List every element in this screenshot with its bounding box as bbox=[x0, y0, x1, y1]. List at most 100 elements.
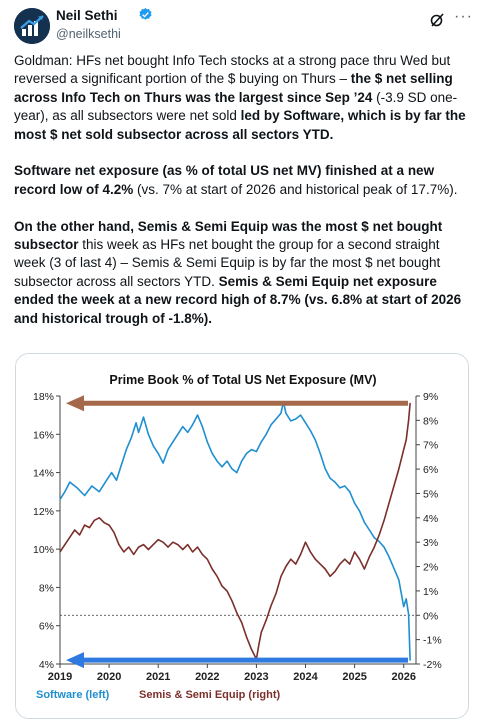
more-options-icon[interactable]: ··· bbox=[454, 8, 473, 25]
series-0-point-20 bbox=[167, 449, 169, 451]
series-1-point-21 bbox=[162, 541, 164, 543]
series-0-point-45 bbox=[285, 412, 287, 414]
right-tick-label: 5% bbox=[423, 488, 438, 500]
series-0-point-43 bbox=[280, 412, 282, 414]
series-1-point-22 bbox=[167, 546, 169, 548]
author-name[interactable]: Neil Sethi bbox=[56, 8, 118, 23]
series-1-point-72 bbox=[405, 439, 407, 441]
series-1-point-70 bbox=[398, 468, 400, 470]
series-0-point-62 bbox=[368, 529, 370, 531]
left-tick-label: 12% bbox=[33, 506, 54, 518]
series-0-point-59 bbox=[354, 502, 356, 504]
series-0-point-7 bbox=[106, 479, 108, 481]
series-0-point-13 bbox=[135, 422, 137, 424]
series-1-point-8 bbox=[98, 517, 100, 519]
series-0-point-14 bbox=[138, 431, 140, 433]
series-0-point-55 bbox=[334, 481, 336, 483]
left-tick-label: 18% bbox=[33, 391, 54, 403]
right-tick-label: 7% bbox=[423, 440, 438, 452]
series-0-point-51 bbox=[314, 439, 316, 441]
series-1-point-55 bbox=[324, 568, 326, 570]
series-0-point-3 bbox=[76, 487, 78, 489]
author-handle[interactable]: @neilksethi bbox=[56, 27, 121, 41]
x-tick-label: 2023 bbox=[244, 671, 268, 683]
x-tick-label: 2019 bbox=[48, 671, 72, 683]
series-1-point-37 bbox=[241, 622, 243, 624]
series-1-point-6 bbox=[88, 527, 91, 529]
series-1-point-54 bbox=[319, 563, 321, 565]
series-1-point-18 bbox=[147, 548, 149, 551]
chart-image-card[interactable]: Prime Book % of Total US Net Exposure (M… bbox=[15, 353, 469, 719]
series-0-point-19 bbox=[162, 462, 164, 464]
series-1-point-13 bbox=[123, 551, 125, 553]
x-tick-label: 2020 bbox=[97, 671, 121, 683]
series-1-point-51 bbox=[304, 541, 307, 543]
series-1-point-43 bbox=[265, 619, 267, 621]
chart-background bbox=[16, 354, 468, 718]
series-0-point-60 bbox=[358, 510, 361, 512]
left-tick-label: 6% bbox=[39, 621, 54, 633]
series-1-point-45 bbox=[275, 592, 277, 594]
series-0-point-11 bbox=[125, 449, 127, 451]
annotation-arrow-head-0 bbox=[66, 395, 84, 412]
series-0-point-68 bbox=[398, 579, 400, 581]
bold-text-segment-2: Semis & Semi Equip net exposure ended th… bbox=[14, 273, 462, 326]
annotation-arrow-head-1 bbox=[66, 652, 84, 669]
right-tick-label: -1% bbox=[423, 635, 442, 647]
series-0-point-30 bbox=[216, 460, 218, 462]
chart-title: Prime Book % of Total US Net Exposure (M… bbox=[109, 373, 376, 387]
series-0-point-29 bbox=[211, 452, 213, 454]
series-1-point-15 bbox=[133, 553, 135, 555]
series-1-point-4 bbox=[79, 534, 81, 536]
series-1-point-1 bbox=[64, 544, 66, 546]
tweet-paragraph-1: Goldman: HFs net bought Info Tech stocks… bbox=[14, 52, 468, 144]
series-1-point-60 bbox=[349, 563, 351, 565]
series-0-point-21 bbox=[172, 441, 174, 443]
series-0-point-57 bbox=[344, 485, 346, 487]
series-1-point-35 bbox=[231, 600, 233, 602]
series-1-point-58 bbox=[339, 563, 341, 565]
series-0-point-1 bbox=[64, 491, 66, 493]
series-1-point-32 bbox=[216, 575, 218, 577]
series-1-point-61 bbox=[354, 551, 356, 553]
series-1-point-42 bbox=[260, 631, 262, 633]
x-tick-label: 2021 bbox=[146, 671, 170, 683]
x-tick-label: 2025 bbox=[342, 671, 366, 683]
series-1-point-14 bbox=[128, 546, 130, 548]
text-segment-1: (vs. 7% at start of 2026 and historical … bbox=[133, 181, 458, 197]
right-tick-label: 9% bbox=[423, 391, 438, 403]
grok-icon[interactable] bbox=[429, 12, 445, 28]
series-1-point-38 bbox=[246, 636, 248, 638]
series-1-point-59 bbox=[344, 558, 346, 560]
series-0-point-24 bbox=[187, 431, 189, 433]
series-0-point-35 bbox=[241, 460, 243, 462]
series-0-point-10 bbox=[120, 464, 122, 466]
series-0-point-41 bbox=[270, 424, 272, 426]
series-0-point-42 bbox=[275, 418, 277, 420]
series-0-point-49 bbox=[304, 422, 307, 424]
series-1-point-5 bbox=[84, 524, 86, 526]
series-0-point-32 bbox=[226, 460, 228, 462]
series-1-point-56 bbox=[329, 575, 331, 577]
series-0-point-50 bbox=[309, 429, 311, 432]
tweet-paragraph-2: Software net exposure (as % of total US … bbox=[14, 162, 468, 199]
series-0-point-65 bbox=[383, 546, 385, 548]
series-1-point-23 bbox=[172, 541, 174, 543]
legend-item-0: Software (left) bbox=[36, 689, 110, 701]
series-0-point-64 bbox=[378, 540, 380, 543]
left-tick-label: 4% bbox=[39, 659, 54, 671]
bold-text-segment-0: Software net exposure (as % of total US … bbox=[14, 163, 435, 197]
series-0-point-15 bbox=[142, 416, 145, 418]
left-tick-label: 8% bbox=[39, 582, 54, 594]
series-0-point-25 bbox=[192, 424, 194, 426]
series-1-point-2 bbox=[69, 536, 71, 538]
series-0-point-46 bbox=[290, 420, 292, 422]
series-0-point-63 bbox=[373, 537, 375, 539]
series-1-point-41 bbox=[258, 643, 260, 646]
series-1-point-46 bbox=[280, 575, 282, 577]
series-1-point-66 bbox=[378, 534, 380, 536]
legend-item-1: Semis & Semi Equip (right) bbox=[139, 689, 281, 701]
series-0-point-18 bbox=[157, 452, 159, 454]
avatar[interactable] bbox=[14, 8, 50, 44]
series-0-point-48 bbox=[300, 414, 302, 416]
